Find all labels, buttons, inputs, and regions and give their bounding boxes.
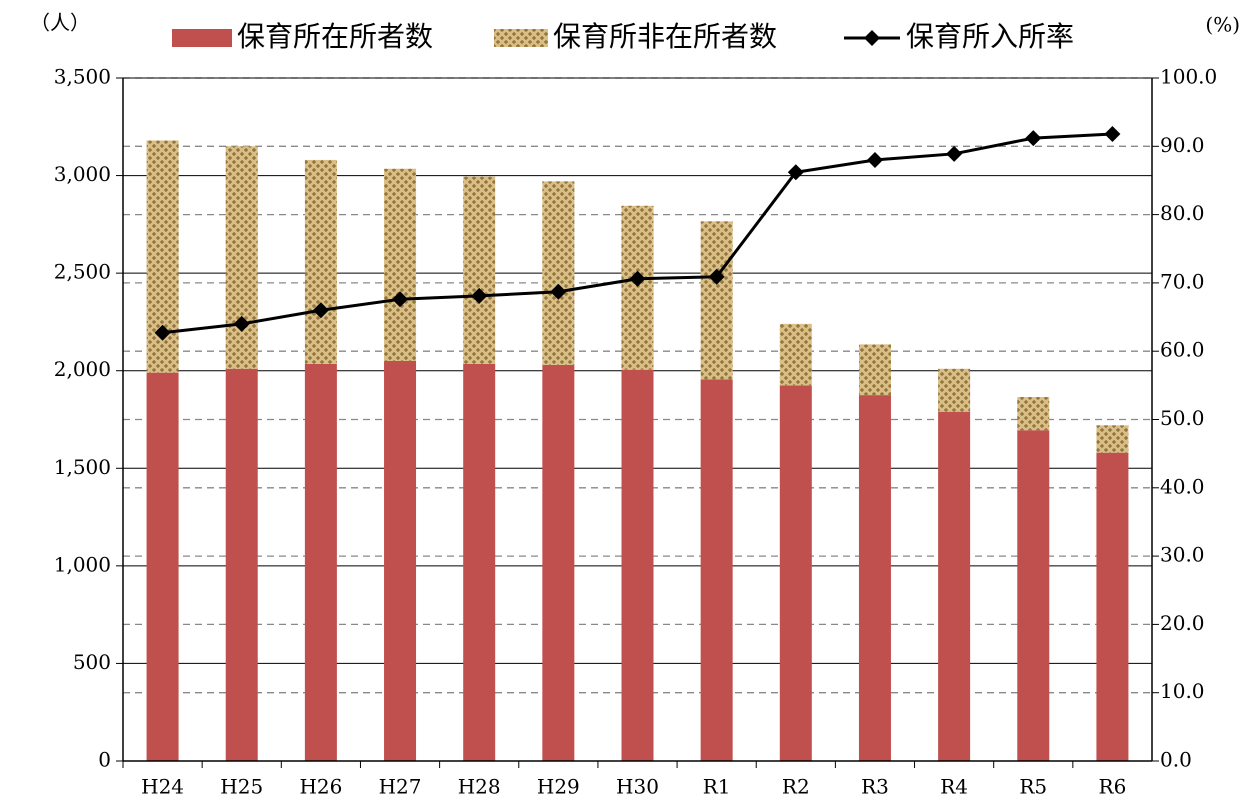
x-tick-label: H27 bbox=[379, 775, 422, 799]
line-marker bbox=[946, 145, 963, 162]
bar-segment bbox=[858, 395, 891, 761]
y-axis-label: （人） bbox=[30, 11, 90, 35]
x-tick-label: R3 bbox=[861, 775, 889, 799]
bar-segment bbox=[225, 368, 258, 761]
bar-segment bbox=[146, 372, 179, 761]
line-marker bbox=[392, 291, 409, 308]
y-tick-label: 0 bbox=[98, 748, 111, 772]
bar-segment bbox=[304, 159, 337, 364]
y2-tick-label: 0.0 bbox=[1160, 748, 1192, 772]
bar-segment bbox=[384, 360, 417, 761]
y-tick-label: 2,000 bbox=[54, 357, 111, 381]
legend-label: 保育所入所率 bbox=[906, 20, 1074, 53]
legend-marker bbox=[864, 30, 880, 46]
y-tick-label: 2,500 bbox=[54, 260, 111, 284]
bar-segment bbox=[779, 323, 812, 386]
line-marker bbox=[866, 151, 883, 168]
bar-segment bbox=[1017, 430, 1050, 761]
bar-segment bbox=[938, 368, 971, 412]
x-tick-label: R5 bbox=[1019, 775, 1047, 799]
bar-segment bbox=[938, 411, 971, 761]
x-tick-label: R6 bbox=[1099, 775, 1127, 799]
x-tick-label: H28 bbox=[458, 775, 501, 799]
legend-label: 保育所在所者数 bbox=[237, 20, 433, 53]
y2-tick-label: 60.0 bbox=[1160, 338, 1205, 362]
legend-swatch bbox=[494, 29, 548, 47]
bar-segment bbox=[779, 385, 812, 761]
y2-tick-label: 100.0 bbox=[1160, 65, 1217, 89]
line-marker bbox=[233, 315, 250, 332]
line-marker bbox=[550, 283, 567, 300]
x-tick-label: H29 bbox=[537, 775, 580, 799]
line-marker bbox=[1025, 130, 1042, 147]
x-tick-label: R1 bbox=[703, 775, 731, 799]
x-tick-label: H25 bbox=[220, 775, 263, 799]
bar-segment bbox=[700, 379, 733, 761]
bar-segment bbox=[621, 369, 654, 761]
y-tick-label: 1,000 bbox=[54, 552, 111, 576]
y2-tick-label: 30.0 bbox=[1160, 543, 1205, 567]
y2-tick-label: 40.0 bbox=[1160, 474, 1205, 498]
y2-tick-label: 90.0 bbox=[1160, 133, 1205, 157]
bar-segment bbox=[700, 221, 733, 380]
bar-segment bbox=[542, 181, 575, 365]
x-tick-label: H24 bbox=[141, 775, 184, 799]
bar-segment bbox=[463, 363, 496, 761]
line-marker bbox=[154, 324, 171, 341]
bar-segment bbox=[304, 363, 337, 761]
bar-segment bbox=[1017, 397, 1050, 431]
line-marker bbox=[708, 268, 725, 285]
line-marker bbox=[471, 287, 488, 304]
x-tick-label: R4 bbox=[940, 775, 968, 799]
y2-tick-label: 70.0 bbox=[1160, 269, 1205, 293]
bar-segment bbox=[463, 176, 496, 364]
y-tick-label: 3,500 bbox=[54, 65, 111, 89]
bar-segment bbox=[858, 344, 891, 396]
bar-segment bbox=[225, 146, 258, 369]
y-tick-label: 500 bbox=[73, 650, 111, 674]
y-tick-label: 3,000 bbox=[54, 162, 111, 186]
y2-tick-label: 20.0 bbox=[1160, 611, 1205, 635]
bar-segment bbox=[384, 168, 417, 361]
x-tick-label: H30 bbox=[616, 775, 659, 799]
line-marker bbox=[312, 302, 329, 319]
bar-segment bbox=[1096, 452, 1129, 761]
y2-axis-label: (%) bbox=[1205, 13, 1240, 37]
x-tick-label: R2 bbox=[782, 775, 810, 799]
bar-segment bbox=[542, 364, 575, 761]
y2-tick-label: 50.0 bbox=[1160, 406, 1205, 430]
x-tick-label: H26 bbox=[299, 775, 342, 799]
bar-segment bbox=[1096, 425, 1129, 453]
y2-tick-label: 10.0 bbox=[1160, 679, 1205, 703]
line-marker bbox=[629, 270, 646, 287]
legend-label: 保育所非在所者数 bbox=[553, 20, 777, 53]
y2-tick-label: 80.0 bbox=[1160, 201, 1205, 225]
line-marker bbox=[787, 164, 804, 181]
y-tick-label: 1,500 bbox=[54, 455, 111, 479]
line-marker bbox=[1104, 126, 1121, 143]
bar-segment bbox=[621, 205, 654, 370]
legend-swatch bbox=[172, 29, 232, 47]
